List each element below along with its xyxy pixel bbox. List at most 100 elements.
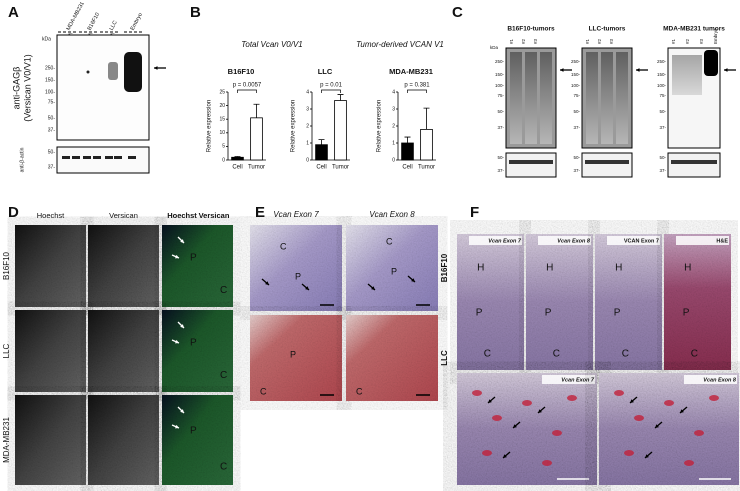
arrow-head: [154, 66, 158, 70]
lane-label: #2: [597, 38, 602, 44]
row-label: B16F10: [440, 253, 449, 282]
texture: [250, 315, 342, 401]
label: 37-: [573, 125, 580, 130]
texture: [664, 234, 731, 370]
label: 150-: [45, 77, 55, 83]
chart-title: LLC: [318, 67, 333, 76]
region-label: C: [260, 386, 267, 396]
lane-label: #3: [533, 38, 538, 44]
lane-smear: [586, 52, 598, 144]
stain: [664, 400, 674, 406]
y-tick-label: 25: [219, 89, 225, 95]
row-label: LLC: [2, 343, 11, 358]
band: [114, 156, 122, 159]
x-tick-label: Cell: [402, 165, 412, 171]
stain: [492, 415, 502, 421]
label: 50-: [573, 155, 580, 160]
arrow-head: [488, 399, 492, 403]
lane-label: #3: [699, 38, 704, 44]
x-tick-label: Cell: [316, 165, 326, 171]
arrow-head: [411, 278, 415, 282]
band: [704, 50, 718, 76]
stain: [614, 390, 624, 396]
label: 100-: [45, 89, 55, 95]
row-label: B16F10: [2, 251, 11, 280]
lane-smear: [510, 52, 522, 144]
stain: [567, 395, 577, 401]
label: 75-: [48, 99, 56, 105]
region-label: P: [476, 308, 483, 319]
axis-label: Relative expression: [291, 100, 297, 152]
label: kDa: [490, 45, 498, 50]
lane-label: Embryo: [713, 28, 718, 44]
error-bar: [404, 136, 411, 143]
arrow-head: [645, 454, 649, 458]
texture: [346, 315, 438, 401]
label: 150-: [495, 72, 505, 77]
texture: [457, 373, 597, 485]
lane-label: B16F10: [87, 12, 101, 32]
y-tick-label: 10: [219, 130, 225, 136]
column-header: VCAN Exon 7: [624, 238, 659, 244]
region-label: P: [190, 337, 197, 348]
label: 50-: [48, 149, 56, 155]
label: 37-: [573, 168, 580, 173]
y-tick-label: 2: [306, 123, 309, 129]
axis-label: Relative expression: [377, 100, 383, 152]
band: [671, 160, 717, 164]
column-header: Vcan Exon 7: [488, 238, 522, 244]
band: [72, 156, 80, 159]
region-label: C: [622, 348, 629, 359]
stain: [552, 430, 562, 436]
arrow-head: [371, 286, 375, 290]
region-label: C: [553, 348, 560, 359]
blot-title: MDA-MB231 tumors: [663, 26, 725, 33]
band: [86, 70, 90, 74]
column-header: H&E: [716, 238, 728, 244]
arrow-head: [630, 399, 634, 403]
region-label: H: [684, 263, 691, 274]
texture: [88, 225, 159, 307]
blot-title: LLC-tumors: [589, 26, 626, 33]
header-bg: [538, 236, 591, 245]
stain: [694, 430, 704, 436]
region-label: H: [615, 263, 622, 274]
panel-letter: A: [8, 4, 19, 21]
y-tick-label: 0: [392, 157, 395, 163]
texture: [15, 395, 86, 485]
region-label: P: [190, 426, 197, 437]
header-bg: [676, 236, 729, 245]
texture: [162, 225, 233, 307]
axis-label: anti-β-actin: [19, 147, 25, 172]
header-bg: [542, 375, 595, 384]
x-tick-label: Tumor: [332, 165, 349, 171]
label: 50-: [48, 115, 56, 121]
region-label: C: [356, 386, 363, 396]
band: [62, 156, 70, 159]
stain: [472, 390, 482, 396]
bracket: [321, 89, 341, 93]
bar: [315, 144, 328, 161]
arrow-head: [265, 281, 269, 285]
arrow-head: [560, 68, 564, 72]
bar: [334, 100, 347, 161]
arrow-head: [680, 409, 684, 413]
arrow-head: [503, 454, 507, 458]
texture: [526, 234, 593, 370]
texture: [595, 234, 662, 370]
axis-label: Relative expression: [207, 100, 213, 152]
label: 100-: [571, 83, 581, 88]
error-bar: [423, 107, 430, 130]
label: 50-: [573, 109, 580, 114]
label: 50-: [659, 155, 666, 160]
column-header: Vcan Exon 8: [557, 238, 591, 244]
arrow-head: [305, 286, 309, 290]
x-tick-label: Tumor: [418, 165, 435, 171]
label: 50-: [659, 109, 666, 114]
lane-smear: [525, 52, 537, 144]
lane-smear: [672, 55, 702, 95]
blot: [505, 152, 557, 178]
stain: [684, 460, 694, 466]
row-label: MDA-MB231: [2, 417, 11, 463]
band: [93, 156, 101, 159]
